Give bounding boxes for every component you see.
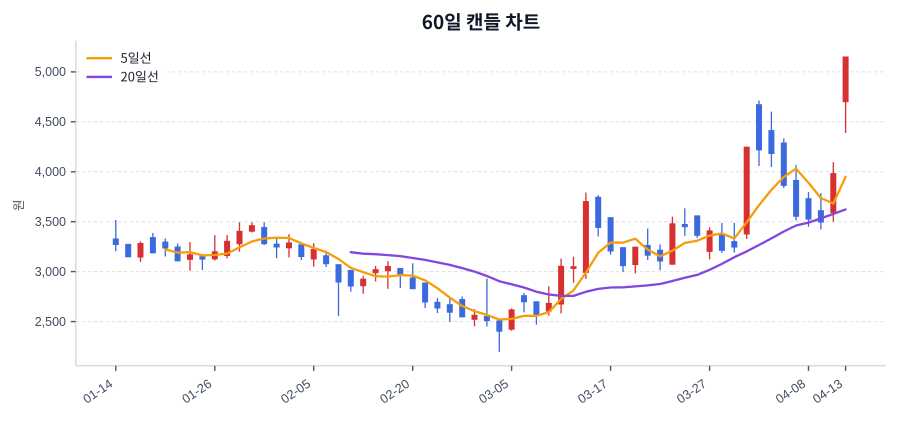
svg-text:3,000: 3,000 — [35, 265, 66, 279]
svg-text:4,000: 4,000 — [35, 165, 66, 179]
svg-text:4,500: 4,500 — [35, 115, 66, 129]
svg-text:2,500: 2,500 — [35, 315, 66, 329]
svg-text:3,500: 3,500 — [35, 215, 66, 229]
svg-text:5,000: 5,000 — [35, 65, 66, 79]
